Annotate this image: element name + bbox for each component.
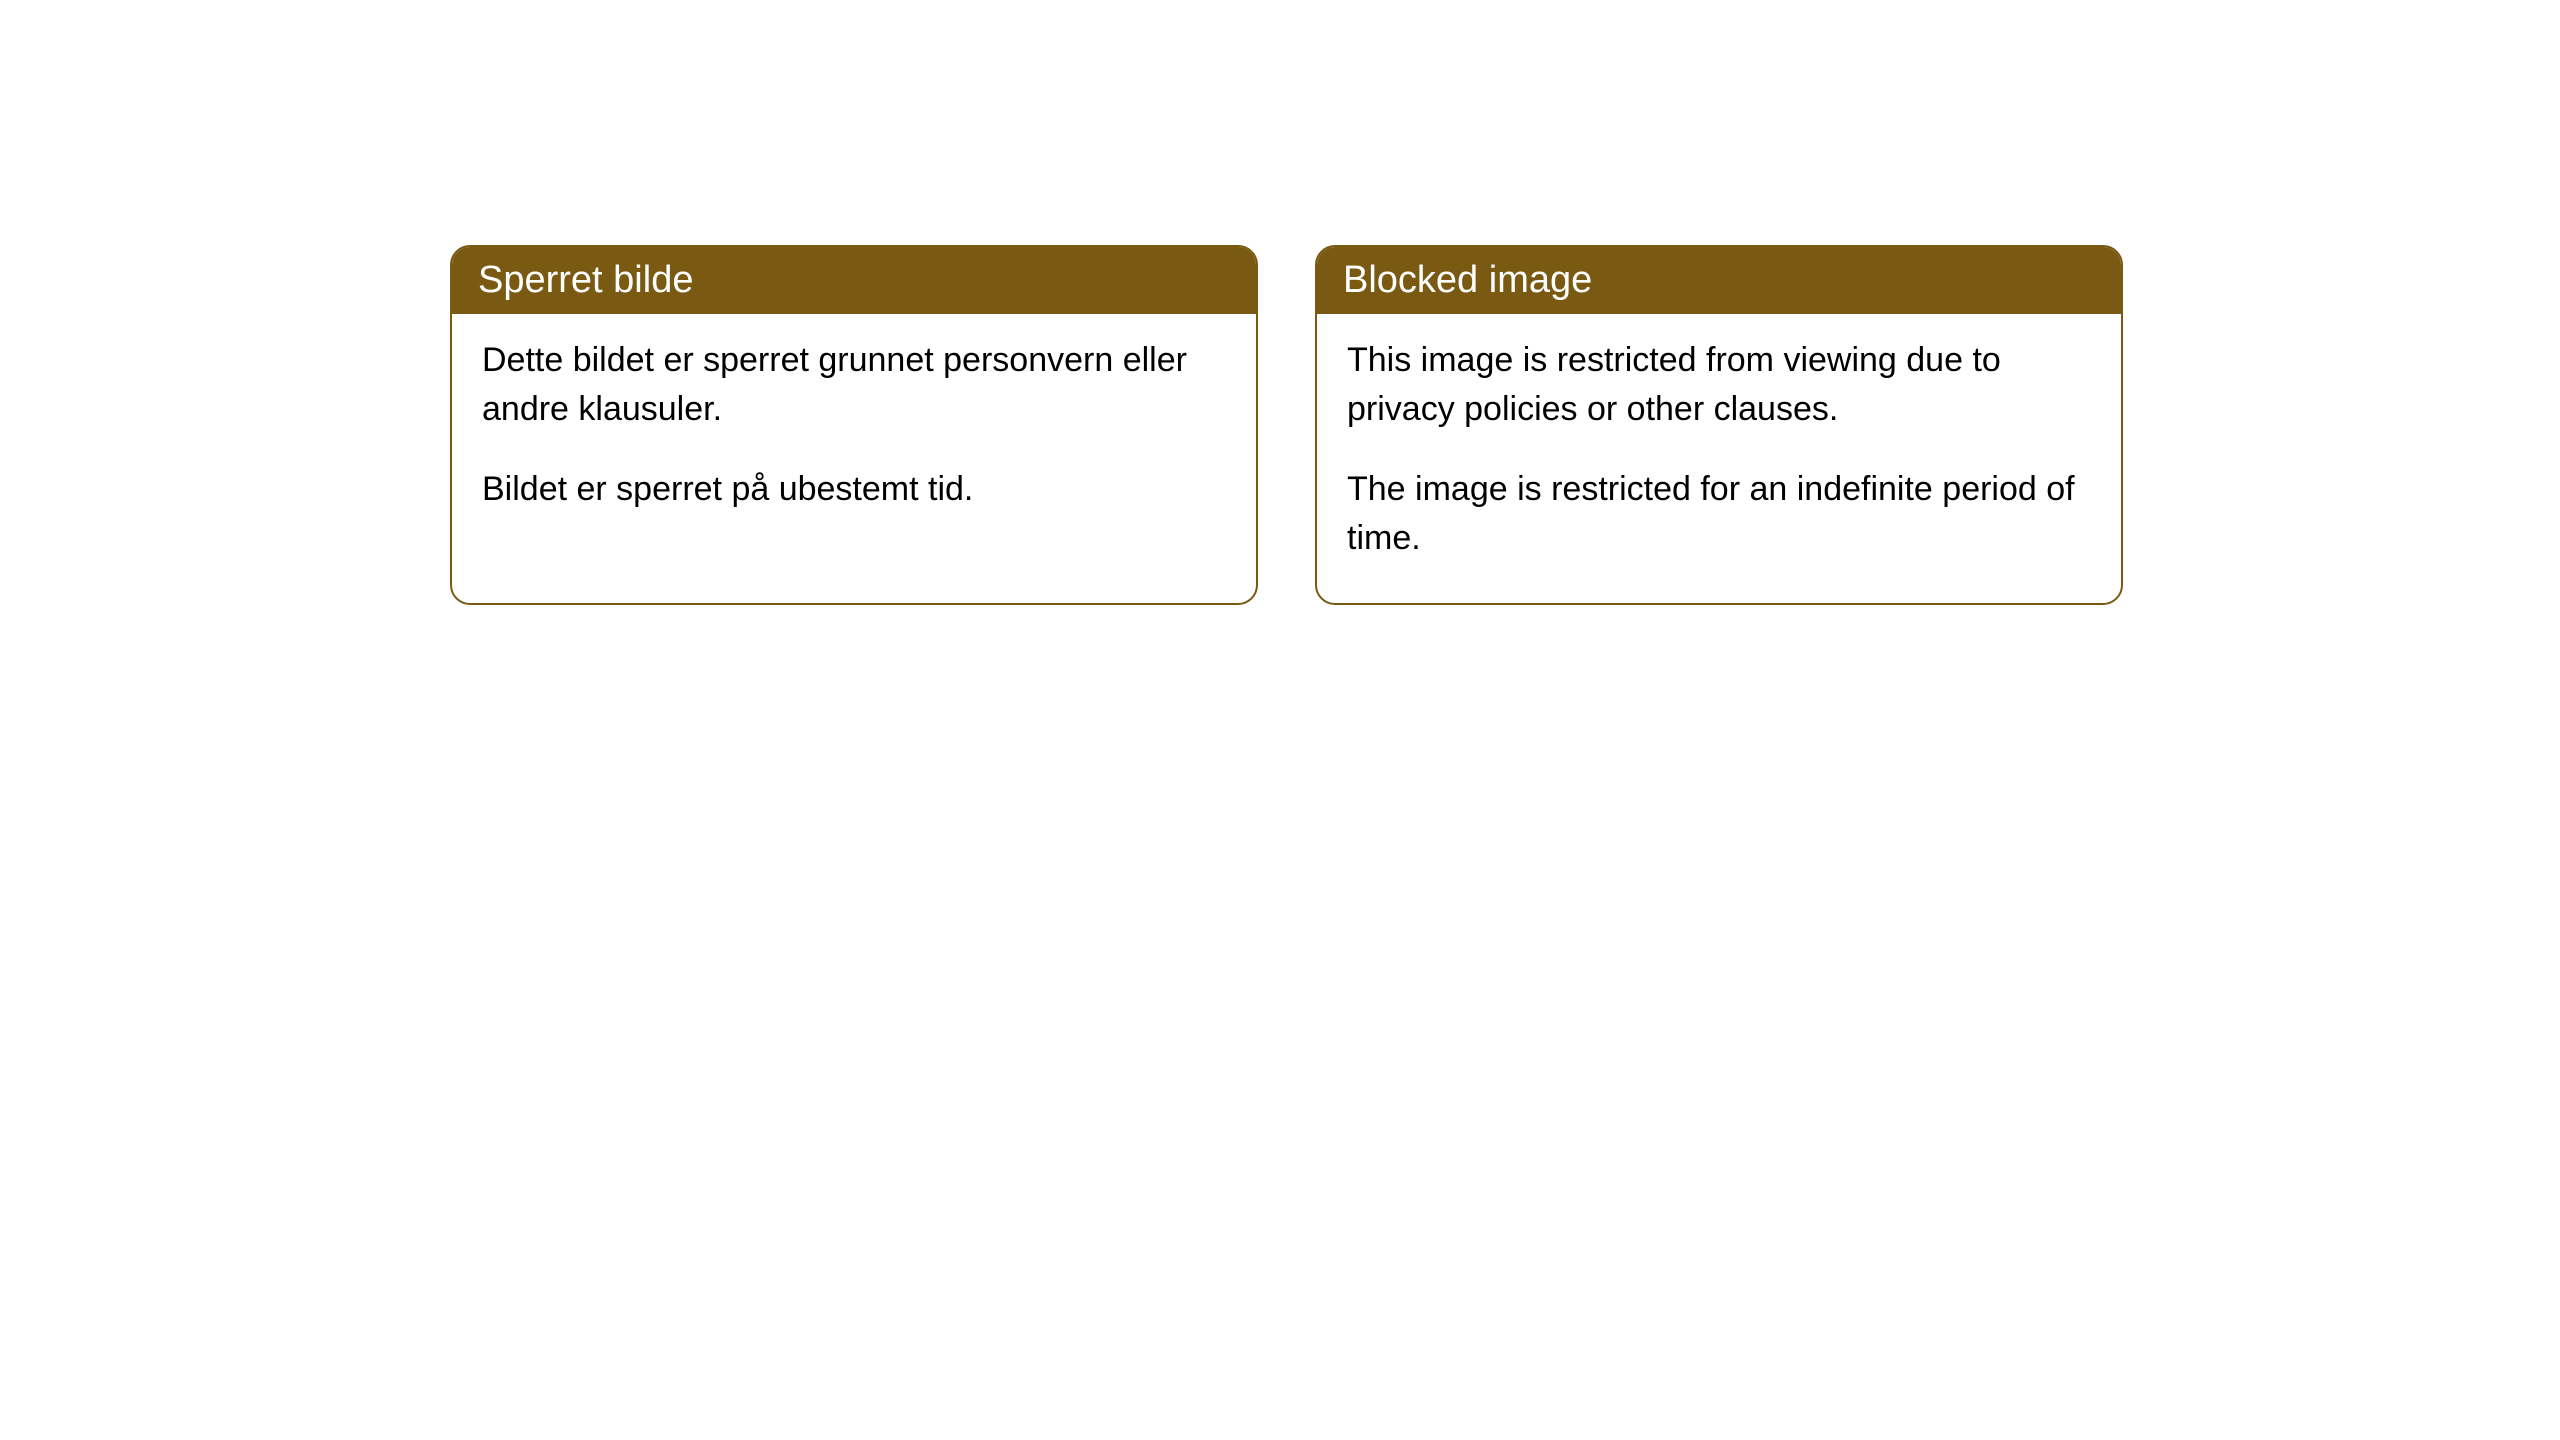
card-header: Sperret bilde xyxy=(452,247,1256,314)
notice-card-norwegian: Sperret bilde Dette bildet er sperret gr… xyxy=(450,245,1258,605)
card-paragraph: Bildet er sperret på ubestemt tid. xyxy=(482,465,1226,514)
card-header: Blocked image xyxy=(1317,247,2121,314)
card-body: This image is restricted from viewing du… xyxy=(1317,314,2121,603)
card-body: Dette bildet er sperret grunnet personve… xyxy=(452,314,1256,554)
card-title: Sperret bilde xyxy=(478,259,693,301)
notice-card-english: Blocked image This image is restricted f… xyxy=(1315,245,2123,605)
notice-cards-container: Sperret bilde Dette bildet er sperret gr… xyxy=(450,245,2123,605)
card-paragraph: This image is restricted from viewing du… xyxy=(1347,336,2091,435)
card-title: Blocked image xyxy=(1343,259,1592,301)
card-paragraph: The image is restricted for an indefinit… xyxy=(1347,465,2091,564)
card-paragraph: Dette bildet er sperret grunnet personve… xyxy=(482,336,1226,435)
